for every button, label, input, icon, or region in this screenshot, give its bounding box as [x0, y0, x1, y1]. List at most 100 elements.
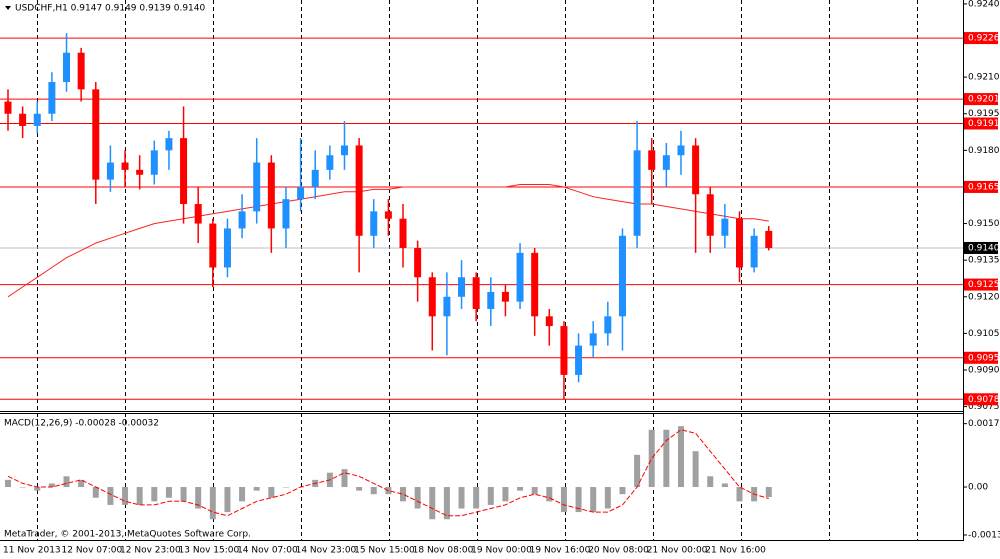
macd-bar	[692, 451, 699, 488]
level-label: 0.9201	[968, 95, 1000, 105]
candle-body	[340, 145, 348, 156]
candle-body	[355, 145, 363, 236]
candle-body	[677, 145, 685, 156]
macd-bar	[765, 487, 772, 498]
macd-bar	[78, 479, 85, 488]
candle-body	[384, 211, 392, 219]
candle-body	[487, 291, 495, 309]
x-tick-label: 11 Nov 2013	[3, 546, 61, 556]
macd-bar	[268, 487, 275, 498]
candle-body	[472, 277, 480, 309]
macd-bar	[502, 487, 509, 502]
macd-bar	[707, 476, 714, 488]
macd-bar	[34, 487, 41, 491]
signal-line	[7, 429, 769, 517]
macd-bar	[239, 487, 246, 502]
x-tick-label: 20 Nov 08:00	[588, 546, 649, 556]
candle-body	[428, 277, 436, 317]
macd-bar	[356, 487, 363, 491]
menu-arrow[interactable]	[5, 6, 11, 10]
candle-body	[501, 291, 509, 302]
candle-body	[443, 296, 451, 317]
candle-body	[223, 228, 231, 268]
candle-body	[545, 316, 553, 327]
macd-bar	[648, 429, 655, 488]
level-box	[964, 278, 998, 291]
x-tick-label: 19 Nov 16:00	[530, 546, 591, 556]
macd-bar	[487, 487, 494, 505]
x-tick-label: 21 Nov 16:00	[705, 546, 766, 556]
macd-bar	[736, 487, 743, 502]
level-label: 0.9165	[968, 182, 1000, 192]
candle-body	[48, 82, 56, 114]
x-tick-label: 12 Nov 23:00	[120, 546, 181, 556]
y-tick-label: 0.9135	[968, 256, 1000, 266]
level-box	[964, 32, 998, 45]
candle-body	[750, 235, 758, 268]
candle-body	[662, 155, 670, 170]
y-tick-label: 0.00177	[968, 419, 1000, 429]
macd-bar	[531, 487, 538, 495]
candle-body	[604, 316, 612, 334]
macd-bar	[341, 469, 348, 488]
macd-bar	[151, 487, 158, 502]
candle-body	[531, 252, 539, 317]
y-tick-label: 0.9240	[968, 0, 1000, 9]
x-tick-label: 14 Nov 23:00	[296, 546, 357, 556]
candle-body	[399, 218, 407, 248]
candle-body	[165, 138, 173, 151]
macd-bar	[92, 487, 99, 498]
macd-bar	[107, 487, 114, 505]
candle-body	[267, 162, 275, 229]
candle-body	[92, 89, 100, 180]
y-tick-label: 0.9120	[968, 292, 1000, 302]
x-tick-label: 19 Nov 00:00	[471, 546, 532, 556]
candle-body	[180, 138, 188, 205]
level-box	[964, 180, 998, 193]
macd-bar	[575, 487, 582, 513]
candle-body	[4, 101, 12, 114]
last-price-label: 0.9140	[968, 243, 1000, 253]
macd-title: MACD(12,26,9) -0.00028 -0.00032	[4, 419, 159, 429]
x-tick-label: 14 Nov 07:00	[237, 546, 298, 556]
last-price-box	[964, 241, 998, 254]
macd-bar	[63, 476, 70, 488]
macd-bar	[136, 487, 143, 505]
candle-body	[238, 211, 246, 229]
macd-bar	[414, 487, 421, 509]
x-tick-label: 12 Nov 07:00	[62, 546, 123, 556]
level-box	[964, 351, 998, 364]
candle-body	[121, 162, 129, 170]
y-tick-label: 0.9210	[968, 73, 1000, 83]
level-box	[964, 393, 998, 406]
candle-body	[516, 252, 524, 302]
candle-body	[209, 223, 217, 268]
candle-body	[692, 145, 700, 195]
candle-body	[414, 247, 422, 278]
candle-body	[765, 230, 773, 248]
candle-body	[560, 326, 568, 375]
moving-average	[7, 184, 769, 298]
macd-bar	[370, 487, 377, 495]
macd-bar	[634, 454, 641, 488]
candle-body	[648, 150, 656, 170]
y-tick-label: 0.9150	[968, 219, 1000, 229]
copyright: MetaTrader, © 2001-2013, MetaQuotes Soft…	[4, 530, 251, 540]
level-box	[964, 93, 998, 106]
candle-body	[575, 345, 583, 375]
macd-bar	[677, 426, 684, 488]
level-label: 0.9095	[968, 353, 1000, 363]
candle-body	[736, 218, 743, 268]
candle-body	[136, 169, 144, 175]
candle-body	[311, 169, 319, 187]
macd-bar	[443, 487, 450, 520]
candle-body	[253, 162, 261, 212]
candle-body	[633, 150, 641, 236]
macd-bar	[619, 487, 626, 495]
candle-body	[63, 52, 71, 83]
candle-body	[370, 211, 378, 236]
macd-bar	[590, 487, 597, 513]
candle-body	[106, 162, 114, 180]
